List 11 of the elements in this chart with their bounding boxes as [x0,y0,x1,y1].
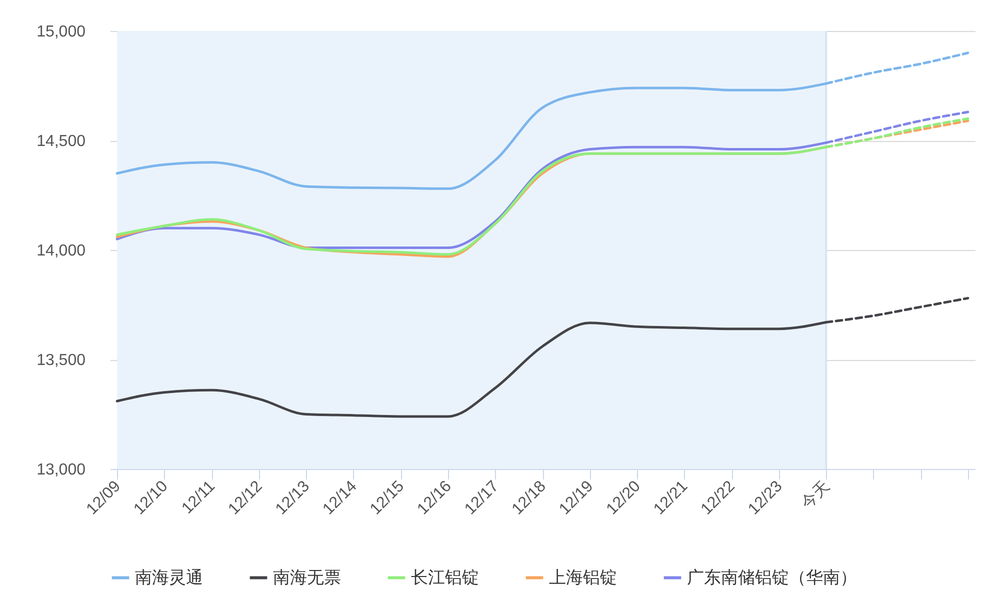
legend-label: 南海无票 [273,568,341,587]
y-tick-label: 13,500 [36,352,86,369]
legend-label: 上海铝锭 [549,568,617,587]
legend-label: 长江铝锭 [411,568,479,587]
x-tick-label: 今天 [798,478,833,512]
y-tick-label: 14,000 [36,242,86,260]
y-tick-label: 15,000 [36,24,86,40]
y-tick-label: 13,000 [36,462,86,478]
legend-label: 南海灵通 [135,568,203,587]
legend-label: 广东南储铝锭（华南） [687,568,857,587]
y-tick-label: 14,500 [36,133,86,150]
